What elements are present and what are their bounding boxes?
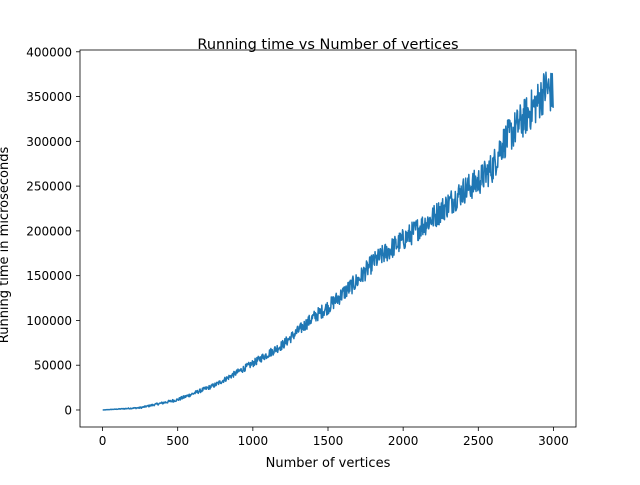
y-tick-label: 0	[64, 403, 72, 417]
y-tick-label: 50000	[34, 359, 72, 373]
x-tick-label: 3000	[538, 434, 569, 448]
y-axis-ticks: 0 50000 100000 150000 200000 250000 300000 3500…	[26, 45, 80, 417]
y-tick-label: 400000	[26, 45, 72, 59]
y-tick-label: 200000	[26, 224, 72, 238]
y-axis-label: Running time in microseconds	[0, 147, 12, 344]
x-axis-label: Number of vertices	[266, 456, 391, 471]
x-tick-label: 500	[166, 434, 189, 448]
x-tick-label: 2000	[388, 434, 419, 448]
y-tick-label: 100000	[26, 314, 72, 328]
series-line-0	[102, 71, 554, 411]
y-tick-label: 250000	[26, 180, 72, 194]
x-tick-label: 1500	[313, 434, 344, 448]
chart-title: Running time vs Number of vertices	[197, 37, 458, 53]
x-tick-label: 1000	[238, 434, 269, 448]
y-tick-label: 350000	[26, 90, 72, 104]
x-tick-label: 2500	[463, 434, 494, 448]
y-tick-label: 300000	[26, 135, 72, 149]
x-tick-label: 0	[99, 434, 107, 448]
x-axis-ticks: 0 500 1000 1500 2000 2500 3000	[99, 427, 569, 448]
y-tick-label: 150000	[26, 269, 72, 283]
